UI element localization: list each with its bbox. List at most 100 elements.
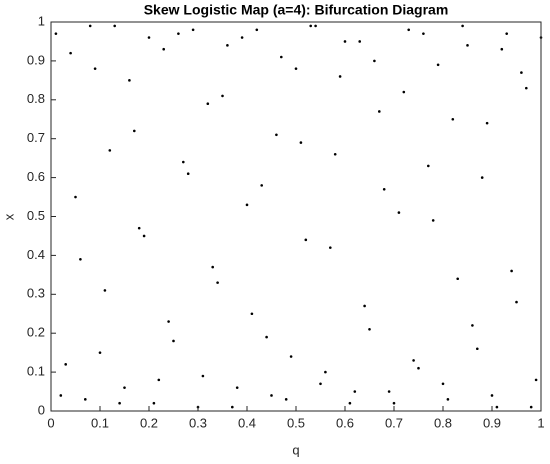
point	[147, 36, 151, 39]
point	[133, 129, 136, 133]
point	[333, 152, 337, 156]
x-tick-label: 0.1	[91, 415, 109, 430]
y-tick-label: 0.8	[27, 91, 45, 106]
y-tick-label: 0.1	[27, 364, 45, 379]
point	[59, 394, 63, 397]
point	[490, 394, 494, 397]
point	[103, 289, 107, 292]
point	[510, 269, 513, 273]
point	[534, 378, 538, 382]
point	[162, 47, 165, 51]
point	[235, 386, 239, 389]
point	[294, 67, 298, 70]
point	[392, 401, 396, 405]
y-tick-label: 0.5	[27, 208, 45, 223]
point	[402, 90, 406, 94]
y-tick-label: 1	[38, 13, 45, 28]
point	[412, 359, 415, 362]
y-tick-label: 0.2	[27, 325, 45, 340]
chart-title: Skew Logistic Map (a=4): Bifurcation Dia…	[144, 2, 449, 18]
point	[69, 51, 72, 55]
plot-frame	[50, 21, 542, 412]
point	[456, 277, 460, 281]
point	[480, 176, 484, 179]
x-tick-label: 0.9	[483, 415, 501, 430]
point	[304, 238, 308, 242]
point	[221, 94, 224, 98]
point	[98, 351, 102, 354]
point	[108, 149, 112, 152]
point	[201, 374, 205, 378]
y-tick-label: 0.7	[27, 130, 45, 145]
point	[123, 386, 126, 389]
y-tick-label: 0.6	[27, 169, 45, 184]
x-tick-label: 0.5	[287, 415, 305, 430]
point	[382, 187, 386, 191]
x-tick-label: 0.6	[336, 415, 354, 430]
point	[441, 382, 445, 386]
point	[74, 195, 77, 199]
point	[353, 390, 357, 393]
point	[186, 172, 190, 176]
point	[216, 281, 219, 284]
x-tick-label: 0.8	[434, 415, 452, 430]
point	[88, 24, 92, 28]
point	[206, 102, 210, 105]
y-tick-label: 0.3	[27, 286, 45, 301]
point	[299, 141, 303, 144]
point	[343, 40, 347, 43]
point	[128, 79, 131, 82]
point	[319, 382, 322, 386]
point	[373, 59, 376, 63]
x-tick-label: 1	[537, 415, 544, 430]
point	[427, 164, 430, 168]
point	[324, 370, 327, 374]
y-tick-label: 0.9	[27, 52, 45, 67]
point	[79, 257, 82, 261]
point	[387, 390, 391, 393]
point	[368, 328, 371, 331]
point	[525, 86, 528, 90]
point	[348, 401, 352, 405]
x-tick-label: 0.2	[140, 415, 158, 430]
point	[240, 36, 244, 39]
point	[211, 265, 214, 269]
point	[422, 32, 425, 35]
point	[485, 121, 489, 125]
point	[466, 44, 469, 47]
point	[476, 347, 479, 351]
point	[471, 324, 474, 327]
y-tick-label: 0.4	[27, 247, 45, 262]
x-tick-label: 0.4	[238, 415, 256, 430]
point	[451, 117, 455, 121]
point	[505, 32, 509, 35]
point	[137, 226, 141, 230]
point	[461, 24, 464, 28]
x-tick-label: 0	[47, 415, 54, 430]
point	[226, 44, 229, 47]
point	[157, 378, 161, 382]
point	[436, 63, 440, 67]
point	[172, 339, 175, 343]
point	[309, 24, 313, 28]
point	[265, 335, 268, 339]
point	[54, 32, 58, 35]
x-tick-label: 0.7	[385, 415, 403, 430]
y-axis-label: x	[1, 213, 16, 220]
point	[338, 75, 342, 78]
point	[446, 398, 450, 401]
point	[289, 355, 293, 358]
point	[191, 28, 195, 32]
point	[255, 28, 259, 32]
point	[314, 24, 317, 28]
point	[500, 47, 504, 51]
point	[329, 246, 332, 249]
point	[113, 24, 116, 28]
point	[529, 405, 533, 409]
point	[358, 40, 362, 43]
point	[378, 110, 381, 113]
point	[397, 211, 401, 214]
point	[231, 405, 234, 409]
point	[260, 184, 264, 187]
